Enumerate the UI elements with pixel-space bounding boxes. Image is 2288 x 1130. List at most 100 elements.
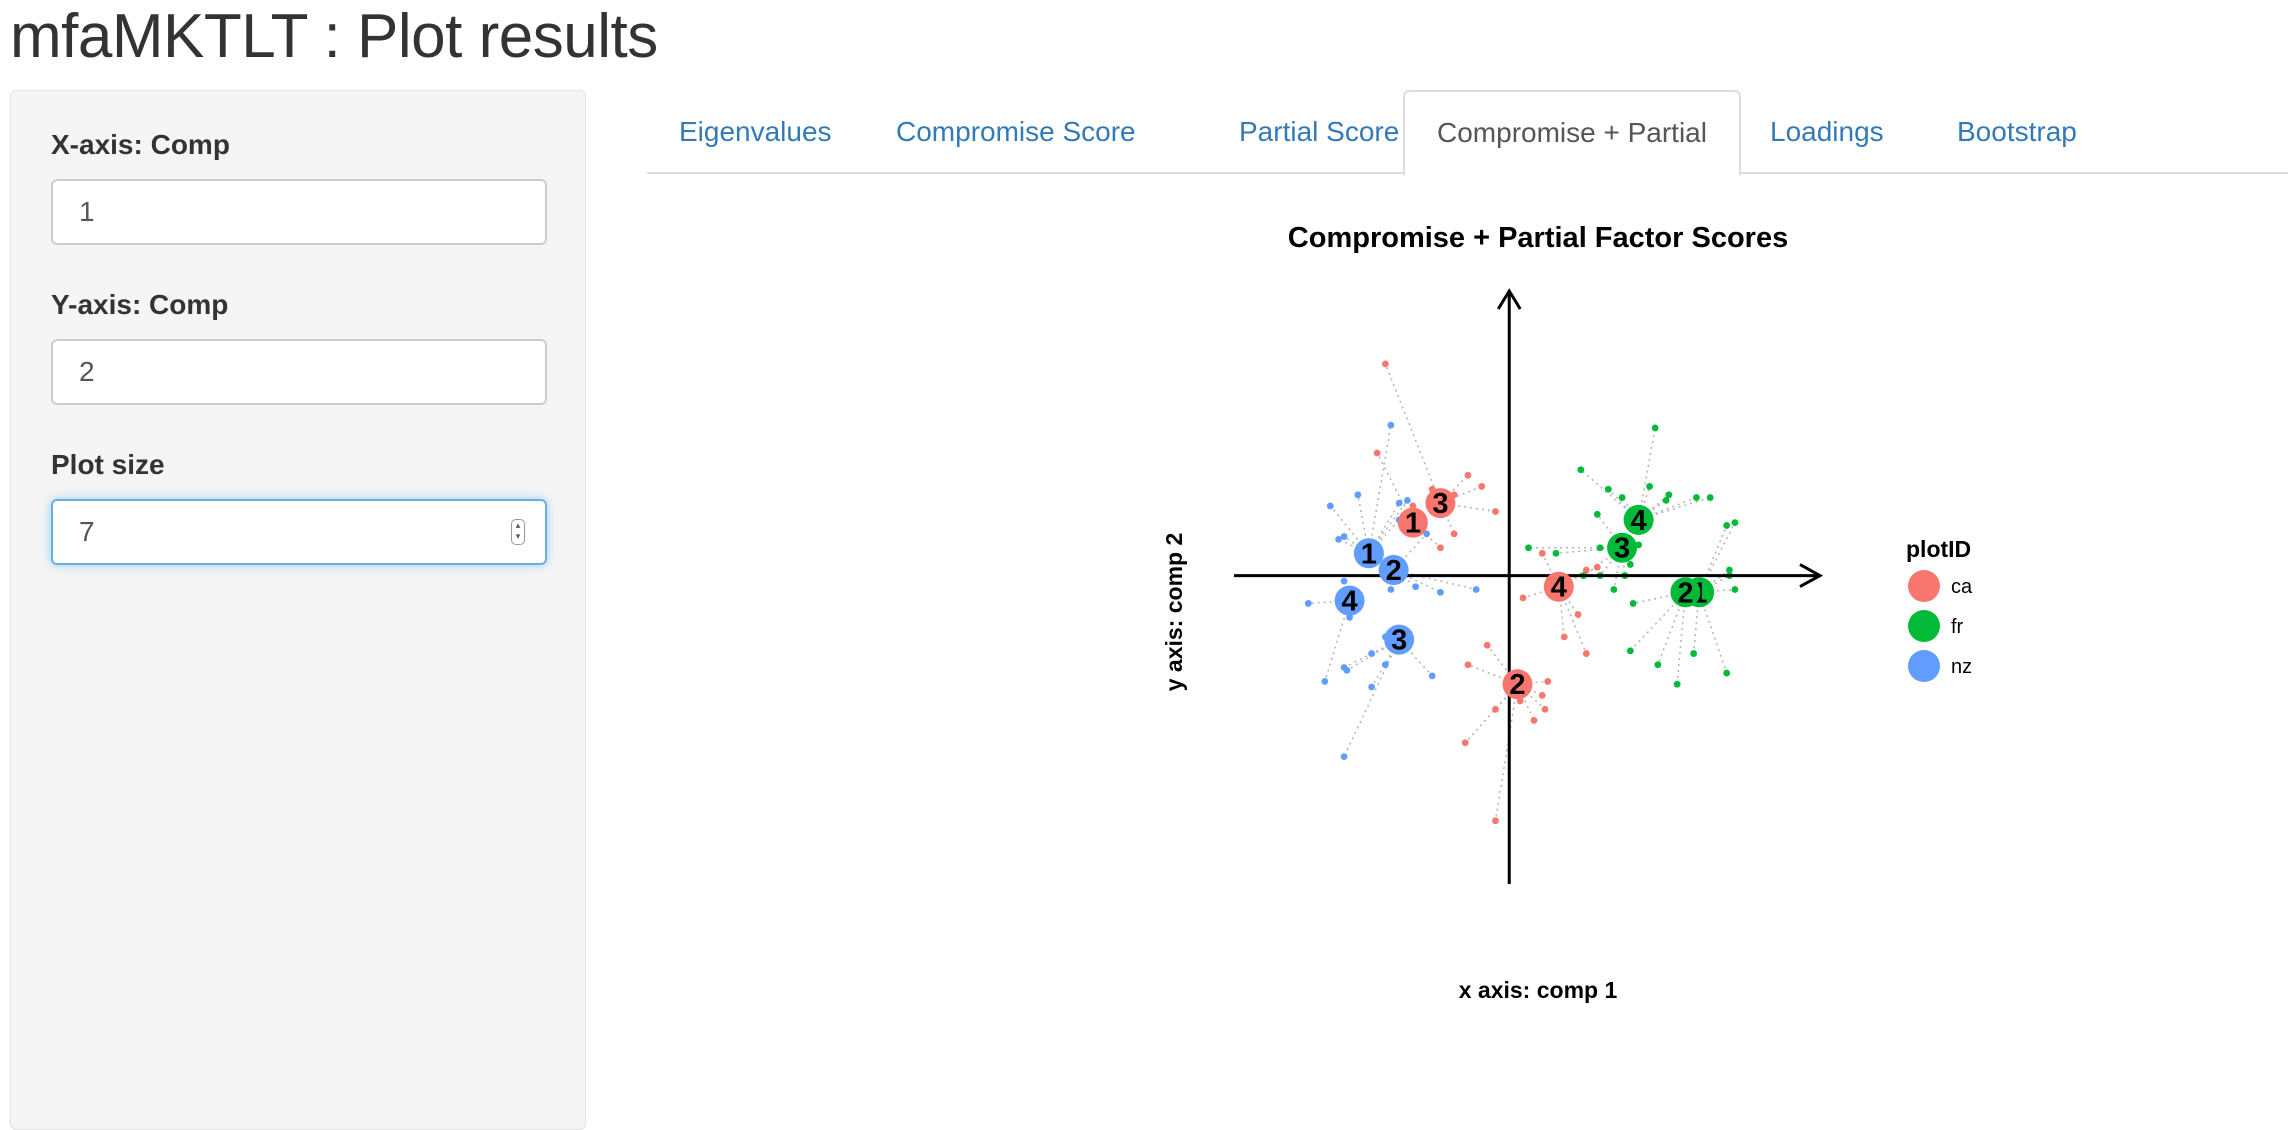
compromise-point-nz-1	[1353, 538, 1384, 569]
partial-point-fr	[1654, 661, 1662, 669]
plot-size-input[interactable]	[51, 499, 547, 565]
partial-connector-line	[1517, 680, 1548, 685]
tab-eigenvalues[interactable]: Eigenvalues	[679, 116, 832, 147]
partial-connector-line	[1368, 425, 1392, 554]
partial-point-ca	[1519, 594, 1527, 602]
partial-point-nz	[1404, 496, 1411, 504]
compromise-label: 3	[1432, 488, 1448, 520]
partial-point-nz	[1354, 491, 1362, 499]
partial-point-nz	[1326, 502, 1334, 510]
partial-connector-line	[1558, 586, 1566, 637]
partial-point-fr	[1626, 561, 1634, 568]
x-axis-input[interactable]	[51, 179, 547, 245]
compromise-label: 2	[1509, 669, 1525, 701]
partial-point-nz	[1321, 678, 1329, 685]
compromise-label: 4	[1342, 586, 1358, 618]
partial-connector-line	[1343, 639, 1400, 757]
x-axis-arrow	[1799, 563, 1824, 588]
compromise-label: 3	[1614, 533, 1630, 565]
partial-connector-line	[1343, 535, 1370, 554]
partial-point-ca	[1464, 661, 1472, 669]
tab-compromise-score[interactable]: Compromise Score	[896, 116, 1136, 147]
partial-point-fr	[1723, 669, 1731, 677]
partial-point-nz	[1395, 499, 1403, 507]
partial-point-fr	[1552, 549, 1560, 557]
partial-point-fr	[1731, 586, 1739, 593]
compromise-point-nz-3	[1384, 624, 1415, 655]
plot-size-field: ▴▾	[51, 499, 547, 565]
partial-point-ca	[1373, 449, 1381, 457]
legend-title: plotID	[1906, 536, 1971, 562]
partial-point-fr	[1726, 566, 1733, 574]
tab-compromise-partial[interactable]: Compromise + Partial	[1403, 90, 1741, 176]
partial-point-ca	[1483, 641, 1491, 649]
partial-point-fr	[1690, 650, 1698, 657]
partial-point-fr	[1646, 483, 1654, 490]
partial-point-ca	[1544, 678, 1552, 685]
chart-title: Compromise + Partial Factor Scores	[1288, 222, 1788, 254]
y-axis-title: y axis: comp 2	[1161, 533, 1187, 692]
partial-point-nz	[1368, 683, 1376, 691]
partial-point-fr	[1673, 680, 1681, 688]
partial-point-ca	[1461, 739, 1469, 747]
compromise-point-ca-4	[1543, 571, 1574, 602]
compromise-point-ca-3	[1425, 488, 1456, 519]
compromise-label: 4	[1631, 505, 1647, 537]
partial-connector-line	[1692, 592, 1700, 654]
tab-bootstrap[interactable]: Bootstrap	[1957, 116, 2077, 147]
plot-size-stepper[interactable]: ▴ ▾	[511, 519, 525, 545]
partial-connector-line	[1494, 684, 1519, 821]
partial-point-ca	[1381, 360, 1389, 368]
plot-area: Compromise + Partial Factor Scores y axi…	[1100, 200, 2100, 1030]
partial-point-nz	[1387, 421, 1395, 429]
compromise-label: 1	[1361, 538, 1377, 570]
y-axis-arrow	[1496, 288, 1522, 310]
partial-point-fr	[1577, 466, 1585, 474]
compromise-label: 3	[1391, 625, 1407, 657]
compromise-point-nz-4	[1334, 585, 1365, 616]
partial-point-nz	[1428, 672, 1436, 680]
legend-swatch-nz	[1908, 650, 1940, 682]
compromise-point-nz-2	[1378, 555, 1409, 585]
x-axis-title: x axis: comp 1	[1459, 977, 1618, 1003]
partial-point-ca	[1538, 691, 1546, 699]
partial-connector-line	[1698, 592, 1728, 674]
partial-connector-line	[1324, 600, 1351, 682]
partial-point-nz	[1387, 586, 1395, 593]
tab-partial-score[interactable]: Partial Score	[1239, 116, 1400, 147]
partial-point-ca	[1541, 705, 1549, 713]
partial-point-fr	[1723, 522, 1731, 529]
partial-point-nz	[1340, 664, 1348, 671]
partial-point-fr	[1662, 496, 1670, 504]
tab-loadings[interactable]: Loadings	[1770, 116, 1884, 147]
partial-point-fr	[1629, 600, 1637, 607]
partial-connector-line	[1357, 494, 1370, 554]
partial-point-fr	[1618, 494, 1626, 501]
partial-point-fr	[1651, 424, 1659, 432]
partial-point-fr	[1626, 647, 1634, 655]
compromise-point-fr-2	[1670, 577, 1701, 608]
partial-point-ca	[1530, 717, 1538, 724]
partial-point-ca	[1593, 563, 1601, 571]
partial-connector-line	[1398, 639, 1433, 677]
partial-connector-line	[1368, 499, 1409, 554]
partial-point-ca	[1478, 483, 1486, 490]
legend-swatch-fr	[1908, 610, 1940, 642]
compromise-point-fr-4	[1623, 504, 1654, 535]
results-tabs: Eigenvalues Compromise Score Partial Sco…	[647, 90, 2288, 176]
y-axis-input[interactable]	[51, 339, 547, 405]
partial-connector-line	[1555, 546, 1623, 555]
partial-point-nz	[1340, 577, 1348, 585]
legend-swatch-ca	[1908, 570, 1940, 602]
legend-label-nz: nz	[1951, 656, 1972, 678]
partial-point-nz	[1346, 613, 1353, 621]
sidebar-panel: X-axis: Comp Y-axis: Comp Plot size ▴▾	[10, 90, 586, 1130]
compromise-point-ca-1	[1397, 507, 1428, 538]
scatter-chart: Compromise + Partial Factor Scores y axi…	[1161, 222, 1973, 1003]
compromise-label: 2	[1677, 577, 1693, 609]
partial-point-ca	[1464, 471, 1472, 479]
partial-point-ca	[1492, 705, 1499, 713]
legend-label-fr: fr	[1951, 616, 1964, 638]
partial-connector-line	[1486, 644, 1519, 685]
partial-point-nz	[1340, 533, 1348, 540]
